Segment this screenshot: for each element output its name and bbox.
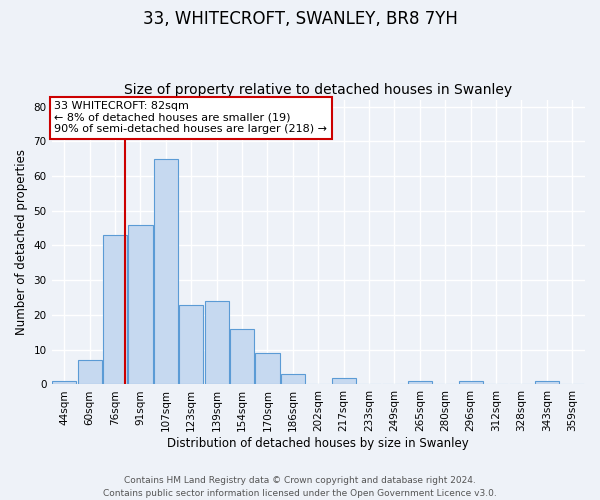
Bar bbox=[408, 381, 432, 384]
Bar bbox=[281, 374, 305, 384]
Bar bbox=[230, 329, 254, 384]
X-axis label: Distribution of detached houses by size in Swanley: Distribution of detached houses by size … bbox=[167, 437, 469, 450]
Bar bbox=[458, 381, 483, 384]
Title: Size of property relative to detached houses in Swanley: Size of property relative to detached ho… bbox=[124, 83, 512, 97]
Bar bbox=[535, 381, 559, 384]
Bar bbox=[179, 304, 203, 384]
Bar bbox=[332, 378, 356, 384]
Text: Contains HM Land Registry data © Crown copyright and database right 2024.
Contai: Contains HM Land Registry data © Crown c… bbox=[103, 476, 497, 498]
Text: 33 WHITECROFT: 82sqm
← 8% of detached houses are smaller (19)
90% of semi-detach: 33 WHITECROFT: 82sqm ← 8% of detached ho… bbox=[54, 102, 327, 134]
Text: 33, WHITECROFT, SWANLEY, BR8 7YH: 33, WHITECROFT, SWANLEY, BR8 7YH bbox=[143, 10, 457, 28]
Y-axis label: Number of detached properties: Number of detached properties bbox=[15, 149, 28, 335]
Bar bbox=[128, 224, 152, 384]
Bar bbox=[77, 360, 102, 384]
Bar bbox=[154, 158, 178, 384]
Bar bbox=[52, 381, 76, 384]
Bar bbox=[256, 353, 280, 384]
Bar bbox=[205, 301, 229, 384]
Bar bbox=[103, 235, 127, 384]
